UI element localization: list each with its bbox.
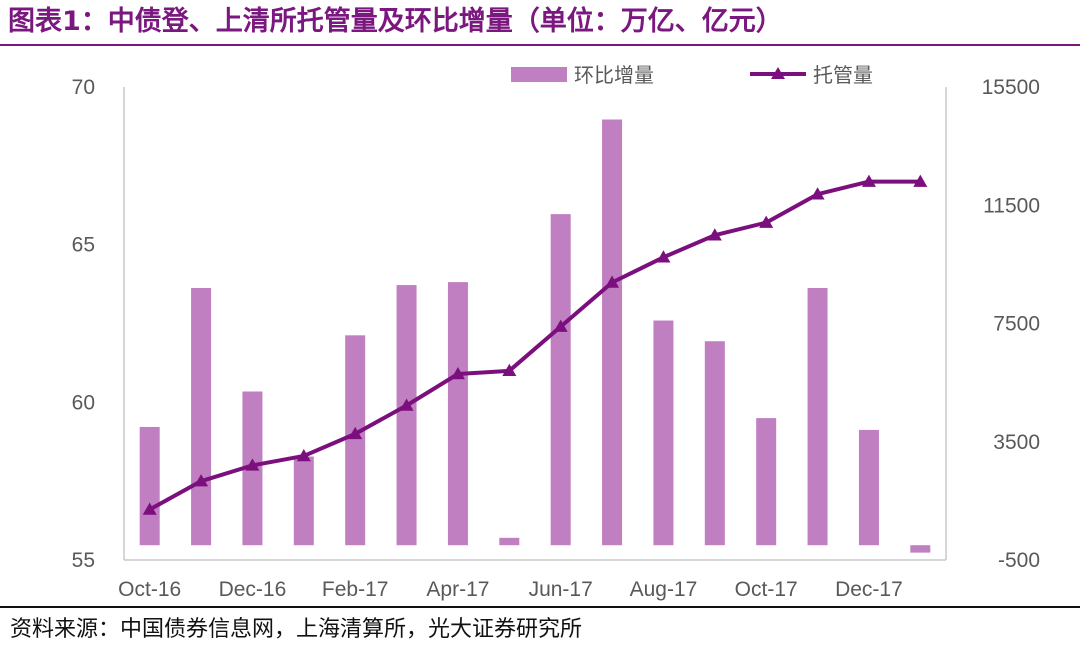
chart-title: 图表1：中债登、上清所托管量及环比增量（单位：万亿、亿元） [8, 6, 783, 37]
right-tick-label: 3500 [993, 431, 1040, 454]
line-point-2 [194, 474, 209, 487]
line-point-1 [142, 502, 157, 515]
bar-16 [910, 545, 931, 553]
source-note: 资料来源：中国债券信息网，上海清算所，光大证券研究所 [10, 617, 583, 642]
legend-bar-label: 环比增量 [574, 64, 654, 87]
bar-1 [139, 426, 160, 546]
left-tick-label: 70 [72, 76, 95, 99]
line-point-3 [245, 458, 260, 471]
line-point-4 [296, 448, 311, 462]
line-point-13 [759, 215, 774, 228]
title-divider [0, 44, 1080, 46]
left-tick-label: 60 [72, 391, 95, 414]
right-tick-label: 7500 [993, 313, 1040, 336]
line-point-15 [861, 174, 876, 187]
line-point-6 [399, 398, 414, 411]
legend-bar-swatch [511, 67, 567, 82]
line-point-14 [810, 187, 825, 200]
bar-15 [858, 429, 879, 546]
series-line-托管量 [148, 179, 921, 512]
bar-10 [602, 119, 623, 546]
x-tick-label: Oct-17 [735, 578, 798, 601]
bar-4 [293, 456, 314, 546]
line-point-8 [502, 363, 517, 377]
right-tick-label: 11500 [983, 194, 1040, 217]
bar-8 [499, 537, 520, 546]
bar-7 [447, 282, 468, 546]
source-divider [0, 606, 1080, 608]
x-tick-label: Feb-17 [322, 578, 389, 601]
bar-2 [191, 288, 212, 546]
x-tick-label: Aug-17 [630, 578, 698, 601]
bar-14 [807, 288, 828, 546]
bar-13 [756, 418, 777, 546]
bar-6 [396, 285, 417, 546]
left-tick-label: 65 [72, 234, 95, 257]
x-tick-label: Dec-16 [219, 578, 287, 601]
bar-9 [550, 214, 571, 546]
bar-11 [653, 320, 674, 546]
chart: 70 65 60 55 15500 11500 7500 3500 -500 Oct-16 Dec-… [72, 64, 1040, 601]
x-tick-label: Oct-16 [118, 578, 181, 601]
x-tick-label: Jun-17 [529, 578, 593, 601]
line-point-10 [605, 275, 620, 288]
right-tick-label: -500 [998, 549, 1040, 572]
bar-12 [704, 341, 725, 546]
line-point-11 [656, 250, 671, 263]
x-tick-label: Dec-17 [835, 578, 903, 601]
right-tick-label: 15500 [982, 76, 1040, 99]
line-point-7 [450, 366, 465, 380]
legend-line-marker [771, 67, 785, 79]
legend-line-label: 托管量 [813, 64, 873, 87]
line-point-5 [348, 426, 363, 440]
line-point-9 [553, 319, 568, 332]
left-tick-label: 55 [72, 549, 95, 572]
line-point-12 [707, 228, 722, 241]
line-point-16 [913, 174, 928, 187]
x-tick-label: Apr-17 [426, 578, 489, 601]
bar-5 [345, 335, 366, 546]
